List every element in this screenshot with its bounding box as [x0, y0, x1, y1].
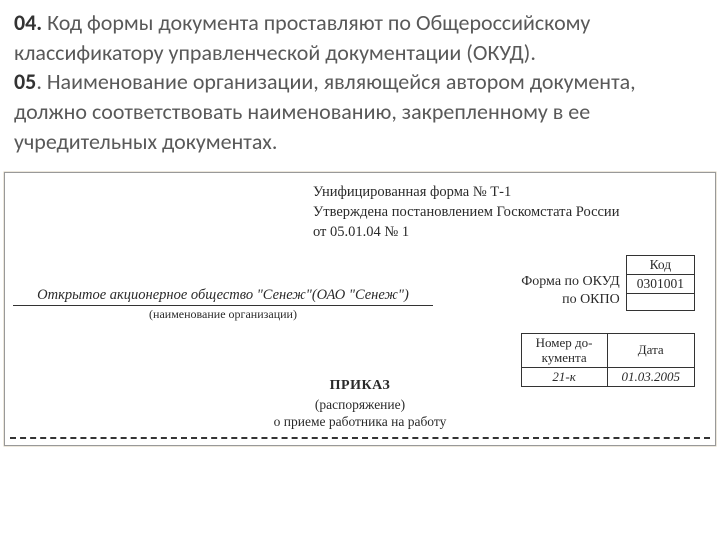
item-04-text: Код формы документа проставляют по Общер…: [14, 9, 590, 66]
organization-block: Открытое акционерное общество "Сенеж"(ОА…: [13, 287, 433, 322]
code-block: Форма по ОКУД по ОКПО Код 0301001: [521, 255, 695, 311]
okpo-value: [626, 294, 694, 311]
label-okud: Форма по ОКУД: [521, 273, 620, 291]
form-header-line3: от 05.01.04 № 1: [313, 223, 695, 243]
label-okpo: по ОКПО: [521, 291, 620, 309]
item-04-number: 04.: [14, 9, 42, 36]
form-header: Унифицированная форма № Т-1 Утверждена п…: [313, 183, 695, 242]
item-05-text: . Наименование организации, являющейся а…: [14, 68, 636, 154]
document-title: ПРИКАЗ: [5, 377, 715, 395]
doc-num-header: Номер до- кумента: [521, 334, 607, 368]
okud-value: 0301001: [626, 275, 694, 294]
document-title-block: ПРИКАЗ (распоряжение) о приеме работника…: [5, 377, 715, 430]
document-subtitle2: о приеме работника на работу: [5, 413, 715, 431]
doc-date-header: Дата: [607, 334, 695, 368]
intro-text-block: 04. Код формы документа проставляют по О…: [0, 0, 720, 162]
dashed-separator: [10, 437, 710, 439]
doc-num-header-text: Номер до- кумента: [536, 335, 593, 365]
form-header-line2: Утверждена постановлением Госкомстата Ро…: [313, 203, 695, 223]
form-header-line1: Унифицированная форма № Т-1: [313, 183, 695, 203]
code-labels: Форма по ОКУД по ОКПО: [521, 255, 620, 308]
item-05-number: 05: [14, 68, 36, 95]
document-form: Унифицированная форма № Т-1 Утверждена п…: [4, 172, 716, 446]
organization-name: Открытое акционерное общество "Сенеж"(ОА…: [13, 287, 433, 305]
organization-underline: [13, 305, 433, 306]
code-table: Код 0301001: [626, 255, 695, 311]
organization-caption: (наименование организации): [13, 307, 433, 322]
document-subtitle1: (распоряжение): [5, 396, 715, 414]
code-header: Код: [626, 256, 694, 275]
